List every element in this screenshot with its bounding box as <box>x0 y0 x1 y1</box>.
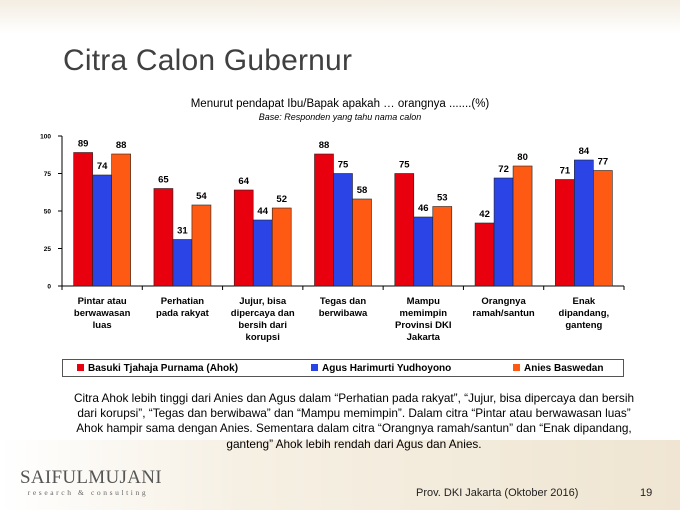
legend-label-agus: Agus Harimurti Yudhoyono <box>322 363 452 374</box>
summary-text: Citra Ahok lebih tinggi dari Anies dan A… <box>73 391 635 451</box>
bar-1-3 <box>333 173 353 287</box>
category-label-line: Provinsi DKI <box>395 320 452 331</box>
legend-item-anies: Anies Baswedan <box>513 363 603 374</box>
data-label-0-2: 64 <box>238 176 249 187</box>
category-label-line: berwibawa <box>319 308 368 319</box>
category-label-3: Tegas dan berwibawa <box>319 296 368 319</box>
bar-0-6 <box>555 179 575 287</box>
category-label-4: Mampu memimpin Provinsi DKI Jakarta <box>395 296 452 343</box>
bar-0-1 <box>153 188 174 287</box>
bar-0-4 <box>394 173 415 287</box>
bar-1-1 <box>172 239 193 287</box>
footer-text: Prov. DKI Jakarta (Oktober 2016) <box>416 487 579 499</box>
data-label-2-1: 54 <box>196 191 207 202</box>
legend-item-ahok: Basuki Tjahaja Purnama (Ahok) <box>77 363 238 374</box>
data-label-0-3: 88 <box>319 140 330 151</box>
category-label-line: ganteng <box>565 320 602 331</box>
y-tick-label-0: 0 <box>47 284 51 291</box>
data-label-0-6: 71 <box>560 166 571 177</box>
data-label-2-2: 52 <box>276 194 287 205</box>
data-label-0-4: 75 <box>399 160 410 171</box>
y-tick-label-50: 50 <box>44 209 52 216</box>
bar-2-3 <box>352 198 372 287</box>
category-label-line: ramah/santun <box>472 308 534 319</box>
bar-1-0 <box>92 174 112 287</box>
logo-name: SAIFULMUJANI <box>20 467 162 488</box>
category-label-line: Tegas dan <box>320 296 366 307</box>
data-label-2-4: 53 <box>437 193 448 204</box>
legend-label-ahok: Basuki Tjahaja Purnama (Ahok) <box>88 363 239 374</box>
bottom-decorative-band <box>0 440 680 510</box>
data-label-1-6: 84 <box>579 146 590 157</box>
bar-2-5 <box>512 165 533 287</box>
legend-swatch-anies <box>513 364 520 371</box>
category-label-line: Jujur, bisa <box>239 296 287 307</box>
category-label-line: berwawasan <box>74 308 131 319</box>
data-label-2-5: 80 <box>517 152 528 163</box>
bar-2-1 <box>191 204 212 287</box>
category-label-line: Pintar atau <box>78 296 127 307</box>
bar-0-3 <box>314 153 334 287</box>
y-tick-label-25: 25 <box>44 246 52 253</box>
category-label-line: pada rakyat <box>156 308 210 319</box>
category-label-0: Pintar atau berwawasan luas <box>74 296 131 331</box>
data-label-0-5: 42 <box>479 209 490 220</box>
chart-title: Menurut pendapat Ibu/Bapak apakah … oran… <box>190 98 490 110</box>
category-label-line: Mampu <box>407 296 440 307</box>
bar-0-0 <box>73 152 93 287</box>
legend-swatch-ahok <box>77 364 84 371</box>
bar-2-4 <box>432 206 453 287</box>
data-label-1-5: 72 <box>498 164 509 175</box>
company-logo: SAIFULMUJANI research & consulting <box>20 467 162 497</box>
bar-1-5 <box>493 177 514 287</box>
bar-1-2 <box>252 219 273 287</box>
category-label-line: Jakarta <box>407 332 441 343</box>
legend-label-anies: Anies Baswedan <box>524 363 604 374</box>
category-label-2: Jujur, bisa dipercaya dan bersih dari korup… <box>231 296 295 343</box>
bar-2-0 <box>111 153 131 287</box>
data-label-0-0: 89 <box>78 139 89 150</box>
data-label-2-3: 58 <box>357 185 368 196</box>
chart-subtitle: Base: Responden yang tahu nama calon <box>258 112 422 122</box>
category-label-line: dipandang, <box>559 308 610 319</box>
bar-1-4 <box>413 216 434 287</box>
chart-legend: Basuki Tjahaja Purnama (Ahok) Agus Harim… <box>62 359 624 377</box>
category-label-5: Orangnya ramah/santun <box>472 296 534 319</box>
category-label-line: Enak <box>572 296 595 307</box>
page-number: 19 <box>640 487 653 499</box>
category-label-line: dipercaya dan <box>231 308 295 319</box>
data-label-1-0: 74 <box>97 161 108 172</box>
data-label-1-3: 75 <box>338 160 349 171</box>
bar-2-6 <box>593 170 613 287</box>
data-label-1-4: 46 <box>418 203 429 214</box>
data-label-2-0: 88 <box>116 140 127 151</box>
data-label-1-1: 31 <box>177 226 188 237</box>
legend-swatch-agus <box>311 364 318 371</box>
bar-2-2 <box>271 207 292 287</box>
legend-item-agus: Agus Harimurti Yudhoyono <box>311 363 451 374</box>
data-label-0-1: 65 <box>158 175 169 186</box>
category-label-6: Enak dipandang, ganteng <box>559 296 610 331</box>
category-label-line: bersih dari <box>238 320 287 331</box>
bar-0-5 <box>474 222 495 287</box>
y-tick-label-100: 100 <box>40 134 51 141</box>
category-label-line: korupsi <box>246 332 280 343</box>
category-label-line: memimpin <box>400 308 448 319</box>
data-label-1-2: 44 <box>257 206 268 217</box>
page-title: Citra Calon Gubernur <box>63 44 353 77</box>
bar-1-6 <box>574 159 594 287</box>
top-decorative-band <box>0 0 680 34</box>
bar-0-2 <box>233 189 254 287</box>
category-label-1: Perhatian pada rakyat <box>156 296 210 319</box>
category-label-line: Perhatian <box>161 296 204 307</box>
category-label-line: luas <box>93 320 112 331</box>
logo-tagline: research & consulting <box>27 488 149 497</box>
data-label-2-6: 77 <box>598 157 609 168</box>
y-tick-label-75: 75 <box>44 171 52 178</box>
category-label-line: Orangnya <box>481 296 526 307</box>
